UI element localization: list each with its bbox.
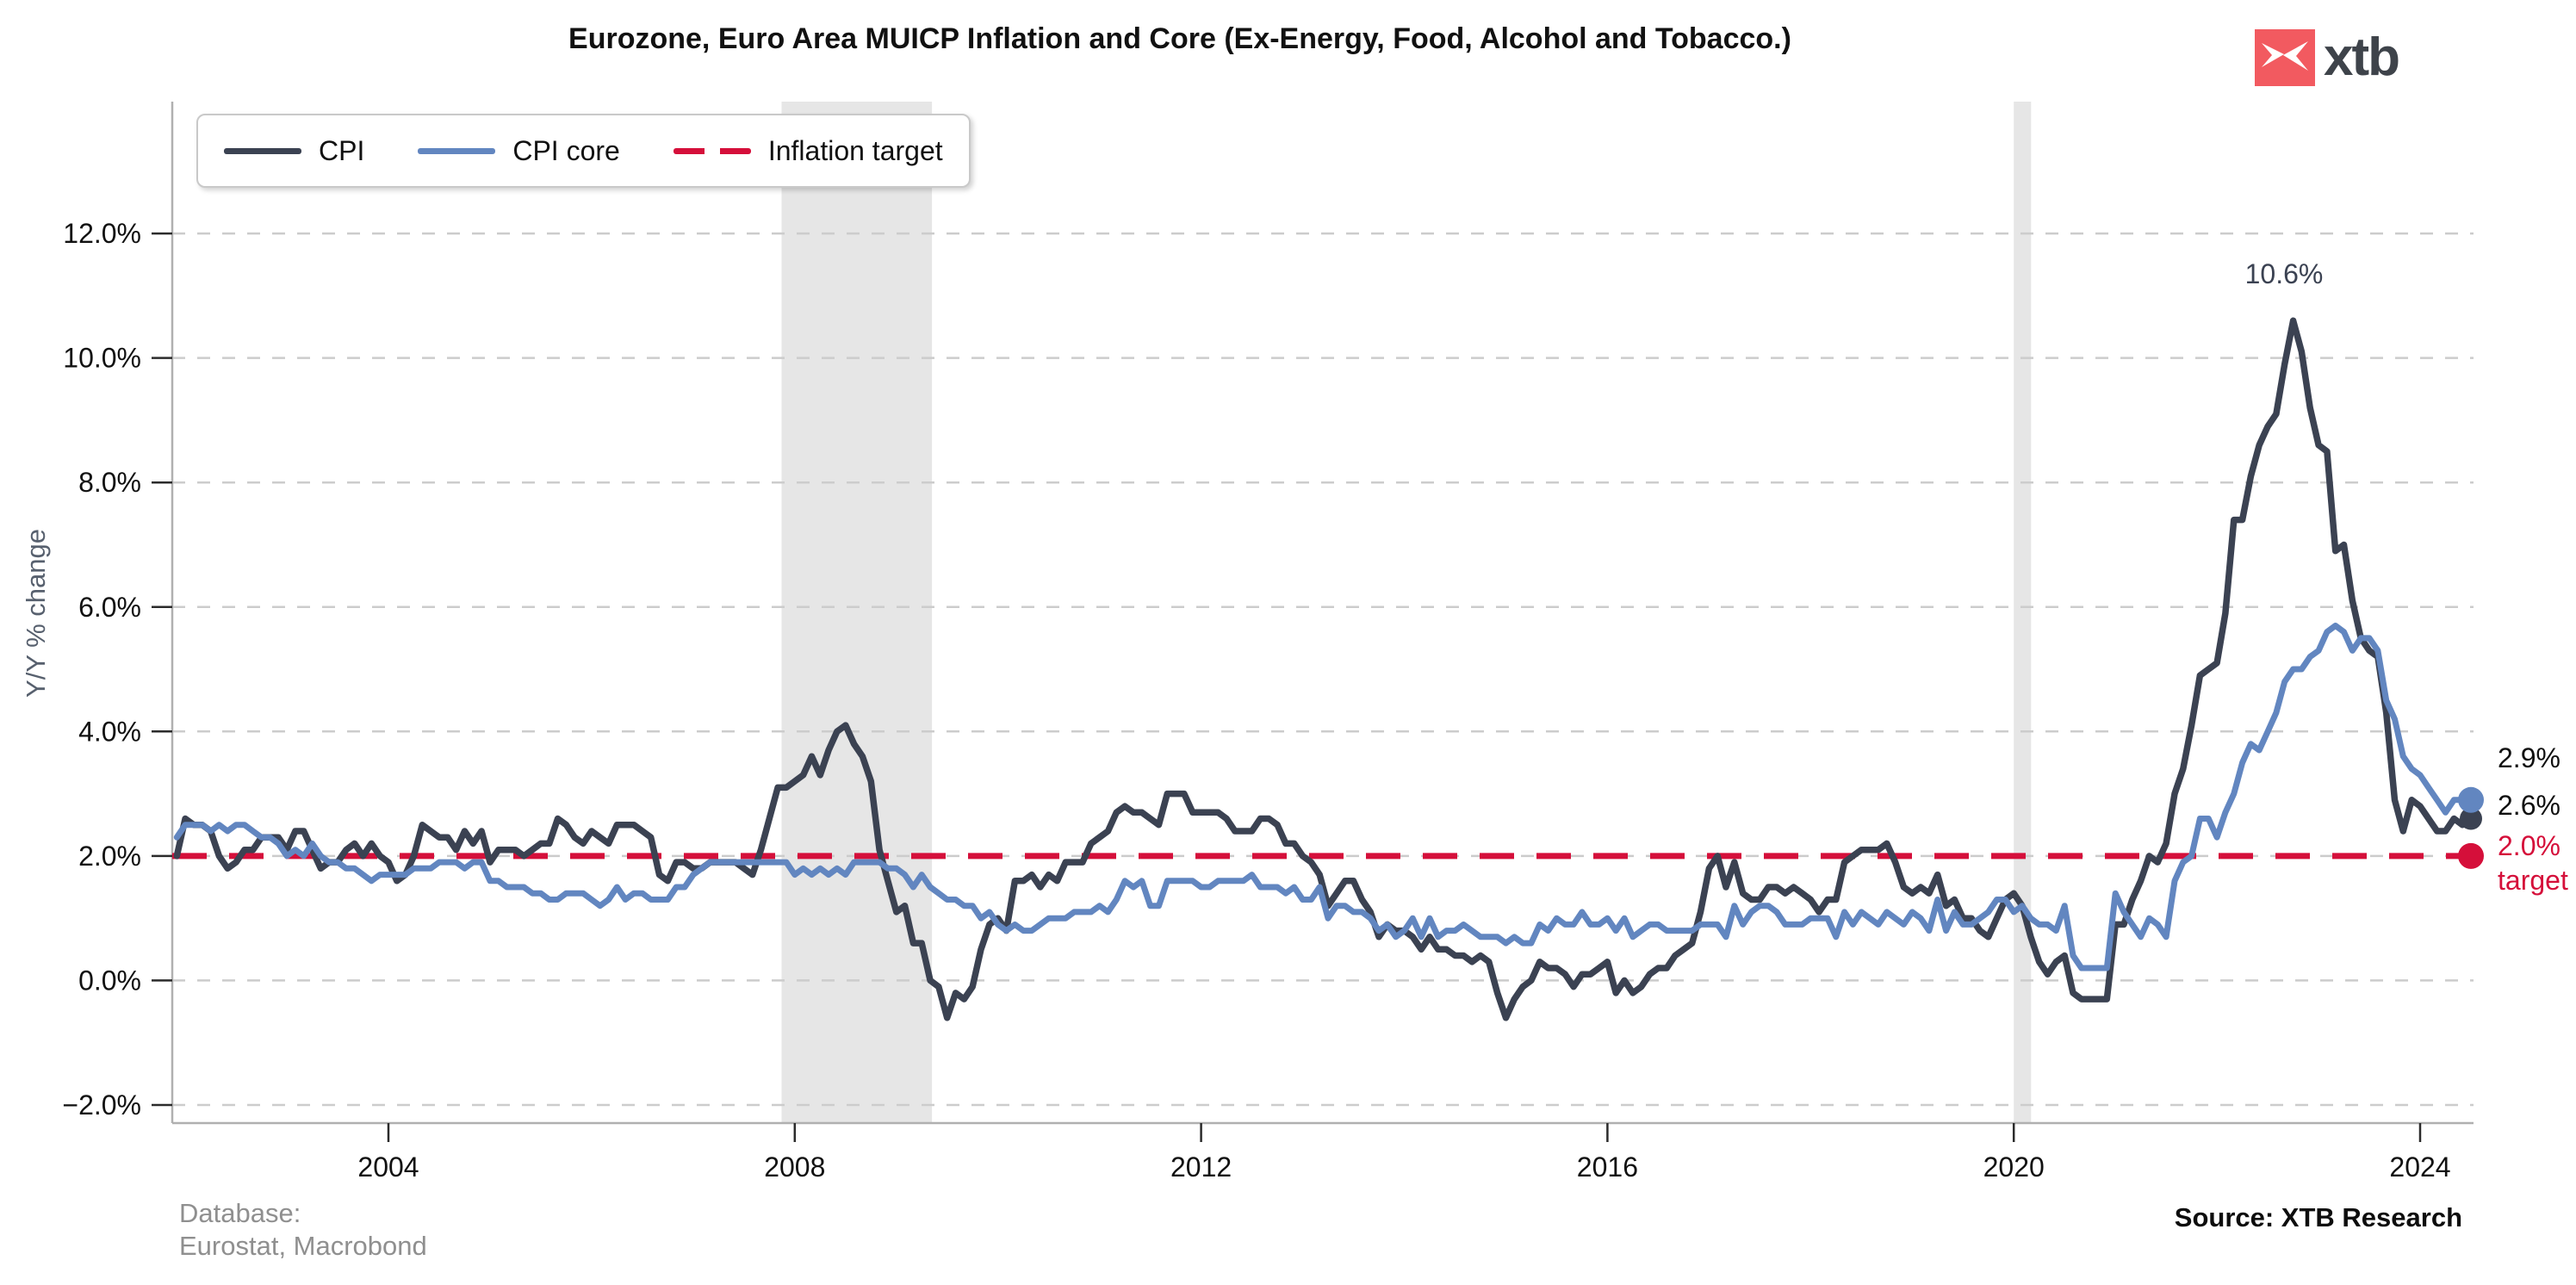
database-sources: Eurostat, Macrobond — [179, 1231, 427, 1261]
core-end-dot — [2458, 786, 2484, 813]
peak-annotation: 10.6% — [2244, 258, 2324, 289]
legend-label-inflation-target: Inflation target — [767, 134, 943, 166]
cpi-core-line — [173, 622, 2474, 972]
database-note: Database: Eurostat, Macrobond — [179, 1197, 427, 1263]
core-end-label: 2.9% — [2498, 742, 2560, 773]
y-tick-label: 0.0% — [78, 965, 141, 996]
recession-band — [2014, 102, 2032, 1123]
target-annotation: 2.0% target — [2498, 829, 2568, 897]
database-label: Database: — [179, 1198, 301, 1228]
cpi-line — [173, 317, 2474, 1021]
cpi-line-swatch — [224, 147, 301, 154]
chart-title: Eurozone, Euro Area MUICP Inflation and … — [568, 22, 1791, 55]
y-tick-label: 12.0% — [63, 218, 141, 249]
y-tick-label: 2.0% — [78, 841, 141, 872]
legend-label-cpi-core: CPI core — [512, 134, 620, 166]
x-tick-label: 2012 — [1170, 1152, 1232, 1183]
x-tick-label: 2020 — [1983, 1152, 2045, 1183]
xtb-logo: xtb — [2255, 28, 2400, 87]
source-note: Source: XTB Research — [2174, 1202, 2462, 1232]
legend: CPI CPI core Inflation target — [196, 114, 971, 188]
cpi-end-label: 2.6% — [2498, 790, 2560, 821]
legend-item-cpi-core: CPI core — [418, 134, 620, 167]
y-tick-label: 4.0% — [78, 716, 141, 747]
y-tick-label: 6.0% — [78, 592, 141, 623]
x-tick-label: 2004 — [357, 1152, 419, 1183]
cpi-core-line-swatch — [418, 147, 496, 154]
xtb-logo-text: xtb — [2324, 28, 2400, 87]
y-tick-label: 10.0% — [63, 343, 141, 374]
legend-item-inflation-target: Inflation target — [673, 135, 943, 167]
x-tick-label: 2016 — [1577, 1152, 1638, 1183]
y-axis-title: Y/Y % change — [21, 529, 51, 698]
x-tick-label: 2008 — [764, 1152, 825, 1183]
cpi-end-dot — [2460, 807, 2482, 830]
target-word-label: target — [2498, 865, 2568, 896]
y-tick-label: −2.0% — [62, 1089, 141, 1120]
recession-band — [781, 102, 933, 1123]
xtb-x-icon — [2255, 29, 2315, 86]
target-end-dot — [2458, 842, 2484, 869]
y-tick-label: 8.0% — [78, 467, 141, 498]
xtb-logo-mark — [2255, 29, 2315, 86]
inflation-target-swatch — [673, 147, 751, 154]
x-tick-label: 2024 — [2389, 1152, 2450, 1183]
legend-label-cpi: CPI — [319, 134, 365, 166]
target-value-label: 2.0% — [2498, 830, 2560, 861]
legend-item-cpi: CPI — [224, 135, 364, 167]
